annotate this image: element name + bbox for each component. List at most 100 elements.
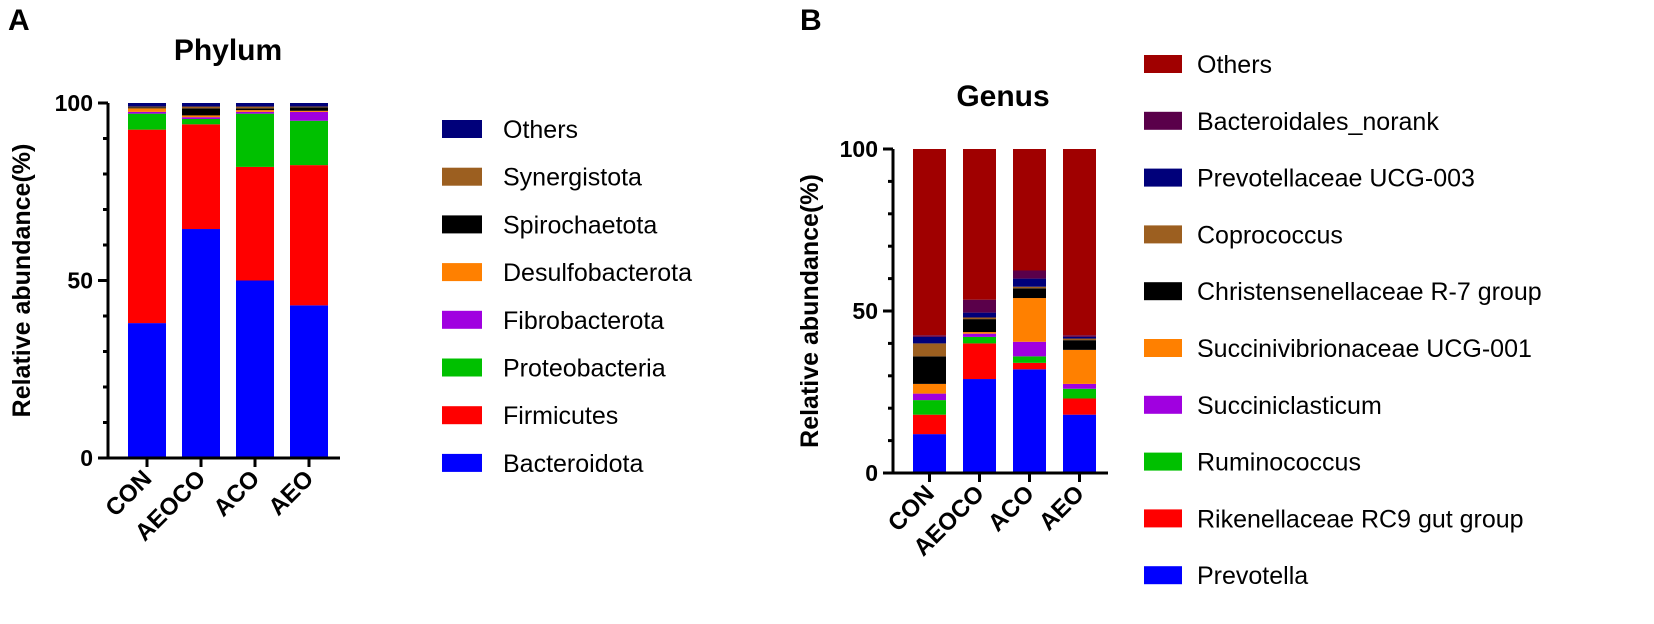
bar-segment-aeoco-bacteroidales-norank xyxy=(963,299,996,313)
bar-segment-aeo-prevotellaceae-ucg-003 xyxy=(1063,336,1096,339)
bar-segment-aco-ruminococcus xyxy=(1013,356,1046,363)
x-tick-label-aco: ACO xyxy=(983,480,1040,537)
bar-segment-con-others xyxy=(128,103,166,107)
bar-segment-aeoco-prevotellaceae-ucg-003 xyxy=(963,312,996,318)
chart-title: Phylum xyxy=(174,34,282,67)
bar-segment-con-prevotellaceae-ucg-003 xyxy=(913,336,946,344)
bar-segment-aeoco-proteobacteria xyxy=(182,118,220,125)
bar-segment-aeo-bacteroidota xyxy=(290,305,328,458)
legend-swatch xyxy=(1144,566,1182,585)
legend-swatch xyxy=(1144,168,1182,187)
legend-swatch xyxy=(442,310,482,329)
bar-segment-aco-prevotella xyxy=(1013,369,1046,473)
bar-segment-aeo-others xyxy=(290,103,328,107)
bar-segment-con-christensenellaceae-r-7-group xyxy=(913,356,946,384)
y-tick-label-50: 50 xyxy=(67,268,93,294)
y-tick-label-100: 100 xyxy=(55,90,93,116)
bar-segment-aco-succiniclasticum xyxy=(1013,341,1046,357)
bar-segment-aeoco-prevotella xyxy=(963,379,996,473)
legend-swatch xyxy=(1144,282,1182,301)
legend-label: Rikenellaceae RC9 gut group xyxy=(1197,505,1524,533)
legend-label: Prevotellaceae UCG-003 xyxy=(1197,165,1475,193)
bar-segment-con-prevotella xyxy=(913,434,946,473)
bar-segment-con-spirochaetota xyxy=(128,107,166,109)
y-tick-label-0: 0 xyxy=(80,445,93,471)
legend-swatch xyxy=(1144,395,1182,414)
legend-label: Synergistota xyxy=(503,164,642,192)
legend-swatch xyxy=(442,453,482,472)
bar-segment-aco-bacteroidales-norank xyxy=(1013,270,1046,279)
y-tick-label-50: 50 xyxy=(852,298,878,324)
legend-label: Others xyxy=(503,116,578,144)
legend-label: Coprococcus xyxy=(1197,221,1343,249)
legend-swatch xyxy=(442,263,482,282)
legend-label: Spirochaetota xyxy=(503,211,657,239)
bar-segment-con-bacteroidota xyxy=(128,323,166,458)
bar-segment-aco-desulfobacterota xyxy=(236,110,274,112)
panel-letter: B xyxy=(800,4,822,37)
legend-label: Desulfobacterota xyxy=(503,259,692,287)
legend-swatch xyxy=(442,406,482,425)
legend-label: Bacteroidales_norank xyxy=(1197,108,1439,136)
bar-segment-aeoco-coprococcus xyxy=(963,317,996,320)
y-axis-label: Relative abundance(%) xyxy=(8,144,36,418)
legend-label: Christensenellaceae R-7 group xyxy=(1197,278,1542,306)
legend-swatch xyxy=(1144,55,1182,73)
y-tick-label-100: 100 xyxy=(840,136,878,162)
legend-swatch xyxy=(1144,509,1182,528)
bar-segment-aeoco-bacteroidota xyxy=(182,229,220,458)
legend-swatch xyxy=(442,215,482,234)
bar-segment-aeo-succiniclasticum xyxy=(1063,383,1096,389)
bar-segment-con-fibrobacterota xyxy=(128,111,166,114)
bar-segment-aeoco-firmicutes xyxy=(182,124,220,230)
bar-segment-aeo-bacteroidales-norank xyxy=(1063,335,1096,337)
legend-label: Prevotella xyxy=(1197,562,1308,590)
bar-segment-con-proteobacteria xyxy=(128,113,166,130)
bar-segment-aco-succinivibrionaceae-ucg-001 xyxy=(1013,298,1046,342)
bar-segment-aco-christensenellaceae-r-7-group xyxy=(1013,288,1046,299)
bar-segment-aeoco-synergistota xyxy=(182,106,220,109)
bar-segment-aeoco-others xyxy=(182,103,220,107)
bar-segment-aeoco-fibrobacterota xyxy=(182,117,220,119)
bar-segment-aco-coprococcus xyxy=(1013,286,1046,289)
legend: Others Bacteroidales_norank Prevotellaceae… xyxy=(1144,51,1542,590)
bar-segment-aeo-ruminococcus xyxy=(1063,388,1096,399)
legend: Others Synergistota Spirochaetota Desulfoba… xyxy=(442,116,692,478)
bar-segment-aco-fibrobacterota xyxy=(236,111,274,114)
legend-label: Firmicutes xyxy=(503,402,618,430)
bar-segment-con-rikenellaceae-rc9-gut-group xyxy=(913,414,946,435)
bar-segment-aco-rikenellaceae-rc9-gut-group xyxy=(1013,362,1046,370)
panel-letter: A xyxy=(8,4,30,37)
bar-segment-con-coprococcus xyxy=(913,343,946,357)
bar-segment-aeoco-christensenellaceae-r-7-group xyxy=(963,319,996,333)
legend-swatch xyxy=(1144,339,1182,357)
bar-segment-con-ruminococcus xyxy=(913,400,946,415)
bar-segment-aco-spirochaetota xyxy=(236,108,274,111)
legend-swatch xyxy=(442,120,482,138)
bar-segment-aeo-fibrobacterota xyxy=(290,111,328,121)
bar-segment-aeo-others xyxy=(1063,149,1096,336)
legend-swatch xyxy=(442,358,482,377)
bar-segment-aeo-desulfobacterota xyxy=(290,110,328,112)
legend-label: Bacteroidota xyxy=(503,450,643,478)
y-axis-label: Relative abundance(%) xyxy=(796,174,824,448)
bar-segment-aco-firmicutes xyxy=(236,166,274,281)
bar-segment-con-succiniclasticum xyxy=(913,393,946,401)
bar-segment-aeo-prevotella xyxy=(1063,414,1096,473)
legend-swatch xyxy=(442,167,482,186)
legend-label: Succiniclasticum xyxy=(1197,392,1382,420)
bar-segment-con-others xyxy=(913,149,946,336)
legend-label: Others xyxy=(1197,51,1272,79)
legend-label: Proteobacteria xyxy=(503,355,666,383)
bar-segment-aeoco-succinivibrionaceae-ucg-001 xyxy=(963,332,996,334)
bar-segment-aeoco-rikenellaceae-rc9-gut-group xyxy=(963,343,996,380)
bar-segment-con-synergistota xyxy=(128,106,166,108)
bar-segment-aco-proteobacteria xyxy=(236,113,274,167)
bar-segment-aco-others xyxy=(1013,149,1046,271)
bar-segment-aeo-synergistota xyxy=(290,106,328,108)
x-tick-label-aeo: AEO xyxy=(263,465,319,521)
bar-segment-con-firmicutes xyxy=(128,129,166,324)
bar-segment-aeo-spirochaetota xyxy=(290,107,328,111)
